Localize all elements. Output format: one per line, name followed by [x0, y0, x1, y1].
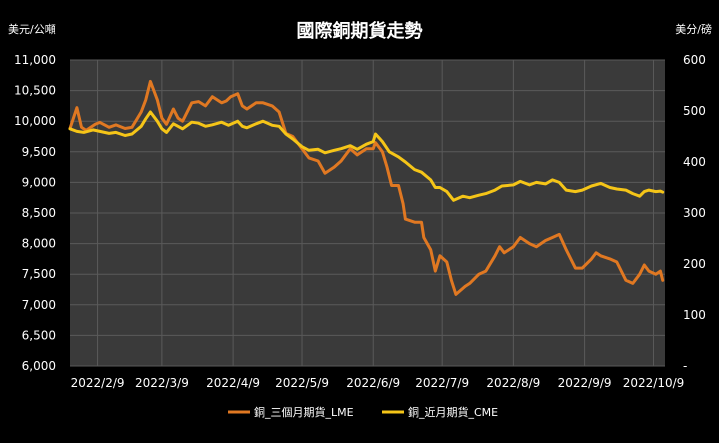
right-tick-label: 200	[683, 257, 706, 271]
right-tick-label: -	[683, 359, 687, 373]
series-line-lme	[68, 79, 665, 296]
left-tick-label: 9,500	[22, 145, 56, 159]
series-layer	[68, 79, 665, 296]
right-tick-label: 600	[683, 53, 706, 67]
left-tick-label: 6,000	[22, 359, 56, 373]
right-tick-label: 100	[683, 308, 706, 322]
right-tick-label: 400	[683, 155, 706, 169]
right-tick-label: 500	[683, 104, 706, 118]
left-tick-label: 10,000	[14, 114, 56, 128]
left-tick-label: 11,000	[14, 53, 56, 67]
right-tick-label: 300	[683, 206, 706, 220]
legend: 銅_三個月期貨_LME 銅_近月期貨_CME	[228, 405, 498, 419]
left-tick-label: 6,500	[22, 328, 56, 342]
x-tick-label: 2022/7/9	[415, 376, 469, 390]
grid-lines	[70, 59, 665, 367]
x-tick-label: 2022/8/9	[486, 376, 540, 390]
x-tick-label: 2022/3/9	[135, 376, 189, 390]
left-tick-label: 7,000	[22, 298, 56, 312]
left-axis-unit: 美元/公噸	[8, 22, 56, 36]
left-tick-label: 9,000	[22, 175, 56, 189]
left-axis: 11,000 10,500 10,000 9,500 9,000 8,500 8,000 7,…	[14, 53, 56, 373]
series-line-cme	[68, 110, 665, 202]
left-tick-label: 7,500	[22, 267, 56, 281]
left-tick-label: 8,500	[22, 206, 56, 220]
left-tick-label: 10,500	[14, 84, 56, 98]
legend-label-cme: 銅_近月期貨_CME	[408, 405, 498, 419]
x-tick-label: 2022/6/9	[346, 376, 400, 390]
x-tick-label: 2022/5/9	[275, 376, 329, 390]
left-tick-label: 8,000	[22, 237, 56, 251]
x-tick-label: 2022/10/9	[623, 376, 685, 390]
legend-label-lme: 銅_三個月期貨_LME	[254, 405, 354, 419]
x-tick-label: 2022/9/9	[558, 376, 612, 390]
x-tick-label: 2022/4/9	[206, 376, 260, 390]
x-axis: 2022/2/9 2022/3/9 2022/4/9 2022/5/9 2022/6/9…	[71, 376, 685, 390]
chart-title: 國際銅期貨走勢	[297, 20, 423, 42]
x-tick-label: 2022/2/9	[71, 376, 125, 390]
right-axis-unit: 美分/磅	[675, 22, 712, 36]
right-axis: 600 500 400 300 200 100 -	[683, 53, 706, 373]
